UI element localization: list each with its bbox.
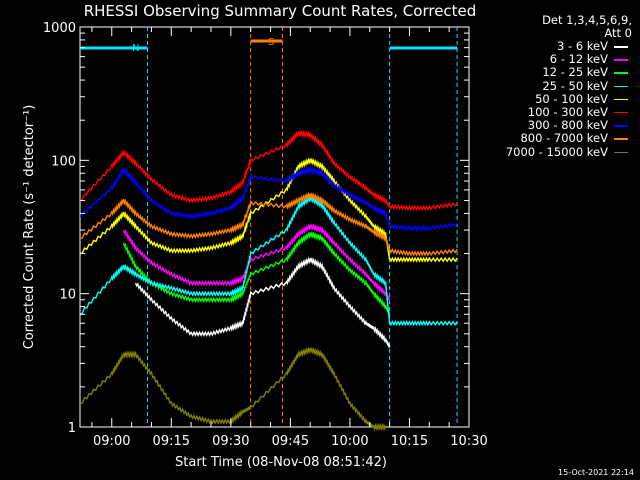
legend-label-4: 50 - 100 keV: [535, 91, 608, 106]
x-tick-label-6: 10:30: [450, 434, 487, 449]
legend-swatch-6: [614, 125, 628, 127]
legend-label-1: 6 - 12 keV: [549, 52, 608, 67]
legend-label-3: 25 - 50 keV: [542, 78, 608, 93]
y-tick-label-3: 1000: [43, 21, 76, 36]
y-tick-label-1: 10: [59, 288, 76, 303]
x-tick-label-1: 09:15: [153, 434, 190, 449]
axis-ticks: [80, 27, 470, 428]
legend-entry-1: 6 - 12 keV: [476, 52, 632, 67]
x-tick-label-4: 10:00: [331, 434, 368, 449]
y-tick-label-2: 100: [51, 154, 76, 169]
legend-swatch-7: [614, 138, 628, 140]
series-line-3-0: [79, 195, 458, 327]
series-line-0-0: [134, 256, 391, 348]
chart-title: RHESSI Observing Summary Count Rates, Co…: [83, 2, 477, 20]
legend-label-2: 12 - 25 keV: [542, 65, 608, 80]
legend-label-8: 7000 - 15000 keV: [505, 144, 608, 159]
flag-bars: NS: [80, 37, 458, 54]
flag-label-1: S: [268, 37, 274, 48]
legend-swatch-5: [614, 111, 628, 114]
x-tick-labels: 09:00 09:15 09:30 09:45 10:00 10:15 10:30: [93, 434, 488, 449]
legend-label-6: 300 - 800 keV: [527, 118, 608, 133]
flag-label-0: N: [132, 43, 139, 54]
legend-swatch-4: [614, 98, 628, 101]
series-line-1-0: [122, 222, 391, 301]
x-axis-label: Start Time (08-Nov-08 08:51:42): [175, 455, 387, 470]
legend-label-0: 3 - 6 keV: [557, 39, 608, 53]
legend: Det 1,3,4,5,6,9, Att 0 3 - 6 keV 6 - 12 k…: [476, 14, 632, 159]
legend-label-7: 800 - 7000 keV: [520, 131, 608, 146]
legend-swatch-2: [614, 72, 628, 74]
x-tick-label-0: 09:00: [93, 434, 130, 449]
legend-entry-4: 50 - 100 keV: [476, 91, 632, 106]
legend-entry-2: 12 - 25 keV: [476, 66, 632, 79]
legend-entries: 3 - 6 keV 6 - 12 keV 12 - 25 keV 25 - 50 ke…: [476, 39, 632, 159]
y-axis-label: Corrected Count Rate (s⁻¹ detector⁻¹): [22, 105, 37, 350]
y-tick-label-0: 1: [68, 421, 76, 436]
x-tick-label-2: 09:30: [212, 434, 249, 449]
legend-swatch-3: [614, 85, 628, 88]
series-line-5-0: [79, 129, 458, 212]
legend-entry-3: 25 - 50 keV: [476, 78, 632, 93]
series-line-6-0: [79, 166, 458, 232]
marker-lines: [146, 27, 458, 427]
series-line-4-0: [79, 157, 458, 263]
legend-label-5: 100 - 300 keV: [527, 104, 608, 119]
legend-attenuator: Att 0: [604, 26, 632, 40]
legend-entry-7: 800 - 7000 keV: [476, 132, 632, 145]
plot-frame: [79, 26, 470, 428]
y-tick-labels: 1 10 100 1000: [43, 21, 76, 436]
legend-entry-5: 100 - 300 keV: [476, 104, 632, 119]
series-line-8-0: [79, 346, 387, 432]
legend-swatch-8: [614, 151, 628, 153]
x-tick-label-3: 09:45: [272, 434, 309, 449]
legend-detectors: Det 1,3,4,5,6,9,: [542, 13, 632, 27]
series-line-2-0: [122, 230, 391, 316]
legend-swatch-0: [614, 46, 628, 48]
series-line-7-0: [79, 191, 458, 257]
legend-entry-8: 7000 - 15000 keV: [476, 144, 632, 159]
legend-swatch-1: [614, 59, 628, 61]
generated-timestamp: 15-Oct-2021 22:14: [558, 468, 634, 477]
legend-entry-0: 3 - 6 keV: [476, 39, 632, 53]
x-tick-label-5: 10:15: [391, 434, 428, 449]
legend-entry-6: 300 - 800 keV: [476, 118, 632, 133]
series-lines: [79, 129, 458, 432]
